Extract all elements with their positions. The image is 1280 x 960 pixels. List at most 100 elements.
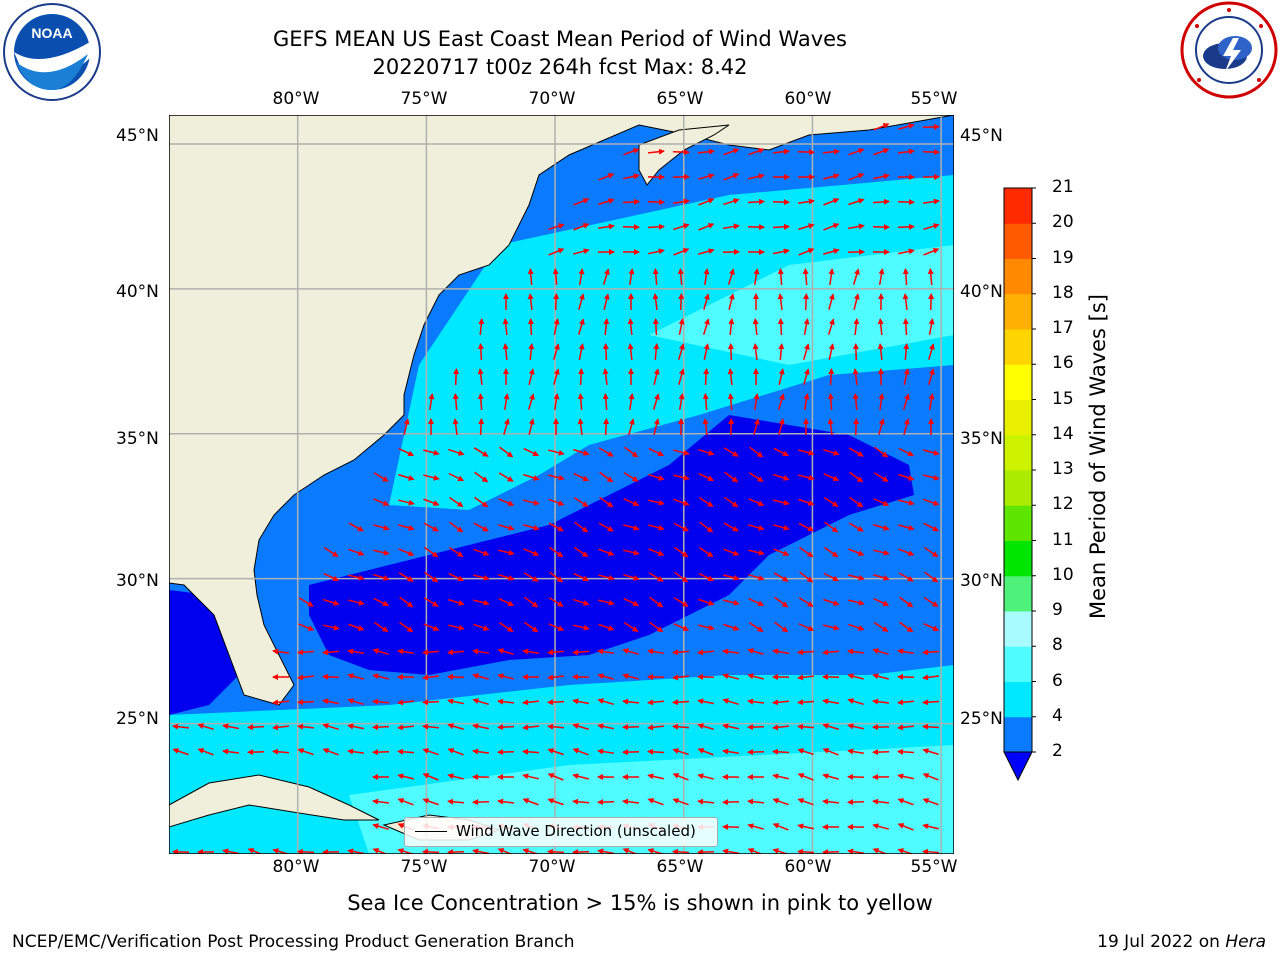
wave-direction-arrow [622,698,640,705]
wave-direction-arrow [899,596,914,608]
wave-direction-arrow [347,748,365,755]
wave-direction-arrow [872,798,890,805]
wave-direction-arrow [873,498,890,506]
wave-direction-arrow [747,648,764,656]
wave-direction-arrow [774,621,789,633]
lat-label-right-25n: 25°N [960,709,1003,729]
wave-direction-arrow [448,448,465,456]
wave-direction-arrow [747,698,765,705]
wave-direction-arrow [828,293,835,310]
wave-direction-arrow [428,393,435,411]
wave-direction-arrow [774,596,789,608]
wave-direction-arrow [728,293,735,310]
wave-direction-arrow [297,699,315,706]
lon-label-top-55w: 55°W [910,89,958,109]
wave-direction-arrow [727,393,734,411]
wave-direction-arrow [722,698,739,706]
wave-direction-arrow [853,318,860,336]
wave-direction-arrow [852,393,859,411]
wave-direction-arrow [598,173,615,181]
colorbar-tick-label: 11 [1052,529,1074,550]
wave-direction-arrow [797,823,814,830]
wave-direction-arrow [822,748,839,756]
wave-direction-arrow [698,173,715,180]
wave-direction-arrow [598,623,615,631]
wave-direction-arrow [803,293,810,311]
colorbar-bin [1004,293,1032,330]
lat-label-right-40n: 40°N [960,282,1003,302]
wave-direction-arrow [399,596,414,608]
wave-direction-arrow [772,823,789,831]
colorbar-bin [1004,434,1032,471]
wave-direction-arrow [372,673,389,680]
wave-direction-arrow [703,368,710,386]
lat-label-right-30n: 30°N [960,571,1003,591]
colorbar-label: Mean Period of Wind Waves [s] [1086,294,1110,619]
wave-direction-arrow [573,624,590,631]
wave-direction-arrow [598,599,615,606]
wave-direction-arrow [903,343,910,361]
lon-label-top-75w: 75°W [400,89,448,109]
wave-direction-arrow [872,823,889,830]
wave-direction-arrow [897,773,914,780]
wave-direction-arrow [753,268,760,286]
wave-direction-arrow [723,447,739,457]
wave-direction-arrow [797,198,815,205]
lat-label-right-35n: 35°N [960,429,1003,449]
wave-direction-arrow [673,498,690,506]
colorbar-tick-label: 18 [1052,282,1074,303]
wave-direction-arrow [347,673,364,680]
wave-direction-arrow [673,449,690,456]
wave-direction-arrow [923,597,939,607]
wave-direction-arrow [703,268,710,286]
wave-direction-arrow [348,522,364,532]
wave-direction-arrow [497,724,515,731]
legend-label: Wind Wave Direction (unscaled) [456,822,696,840]
wave-direction-arrow [928,368,935,385]
wave-direction-arrow [447,748,464,756]
colorbar-tick-label: 12 [1052,494,1074,515]
wave-direction-arrow [848,173,865,181]
wave-direction-arrow [472,848,490,854]
wave-direction-arrow [872,198,890,205]
wave-direction-arrow [623,597,640,607]
sea-ice-note: Sea Ice Concentration > 15% is shown in … [347,891,933,915]
colorbar-bin [1004,223,1032,259]
wave-direction-arrow [548,522,564,532]
wave-direction-arrow [747,798,765,805]
colorbar-tick-label: 2 [1052,741,1063,761]
wave-direction-arrow [647,748,665,755]
wave-direction-arrow [602,393,609,411]
wave-direction-arrow [798,623,815,631]
wave-direction-arrow [702,393,709,411]
wave-direction-arrow [749,446,764,458]
wave-direction-arrow [798,223,815,231]
wave-direction-arrow [647,699,665,706]
noaa-logo: NOAA [3,3,101,101]
wave-direction-arrow [772,748,790,755]
wave-direction-arrow [772,798,789,806]
wave-direction-arrow [748,173,765,180]
wave-direction-arrow [578,293,585,310]
wave-direction-arrow [498,524,515,531]
wave-direction-arrow [297,649,315,656]
wave-direction-arrow [552,343,560,360]
wave-direction-arrow [702,318,710,335]
wave-direction-arrow [902,268,909,286]
wave-direction-arrow [573,448,590,456]
wave-direction-arrow [573,248,590,255]
wave-direction-arrow [697,773,714,780]
wave-direction-arrow [577,318,585,335]
wave-direction-arrow [922,649,940,656]
wave-direction-arrow [653,343,660,361]
wave-direction-arrow [572,773,589,780]
wave-direction-arrow [548,474,565,481]
colorbar-bin [1004,540,1032,577]
wave-direction-arrow [452,393,459,411]
wave-direction-arrow [697,723,714,730]
wave-direction-arrow [799,546,814,558]
wave-direction-arrow [698,572,715,582]
wave-direction-arrow [803,393,810,411]
wave-direction-arrow [573,472,590,482]
wave-direction-arrow [649,621,664,633]
